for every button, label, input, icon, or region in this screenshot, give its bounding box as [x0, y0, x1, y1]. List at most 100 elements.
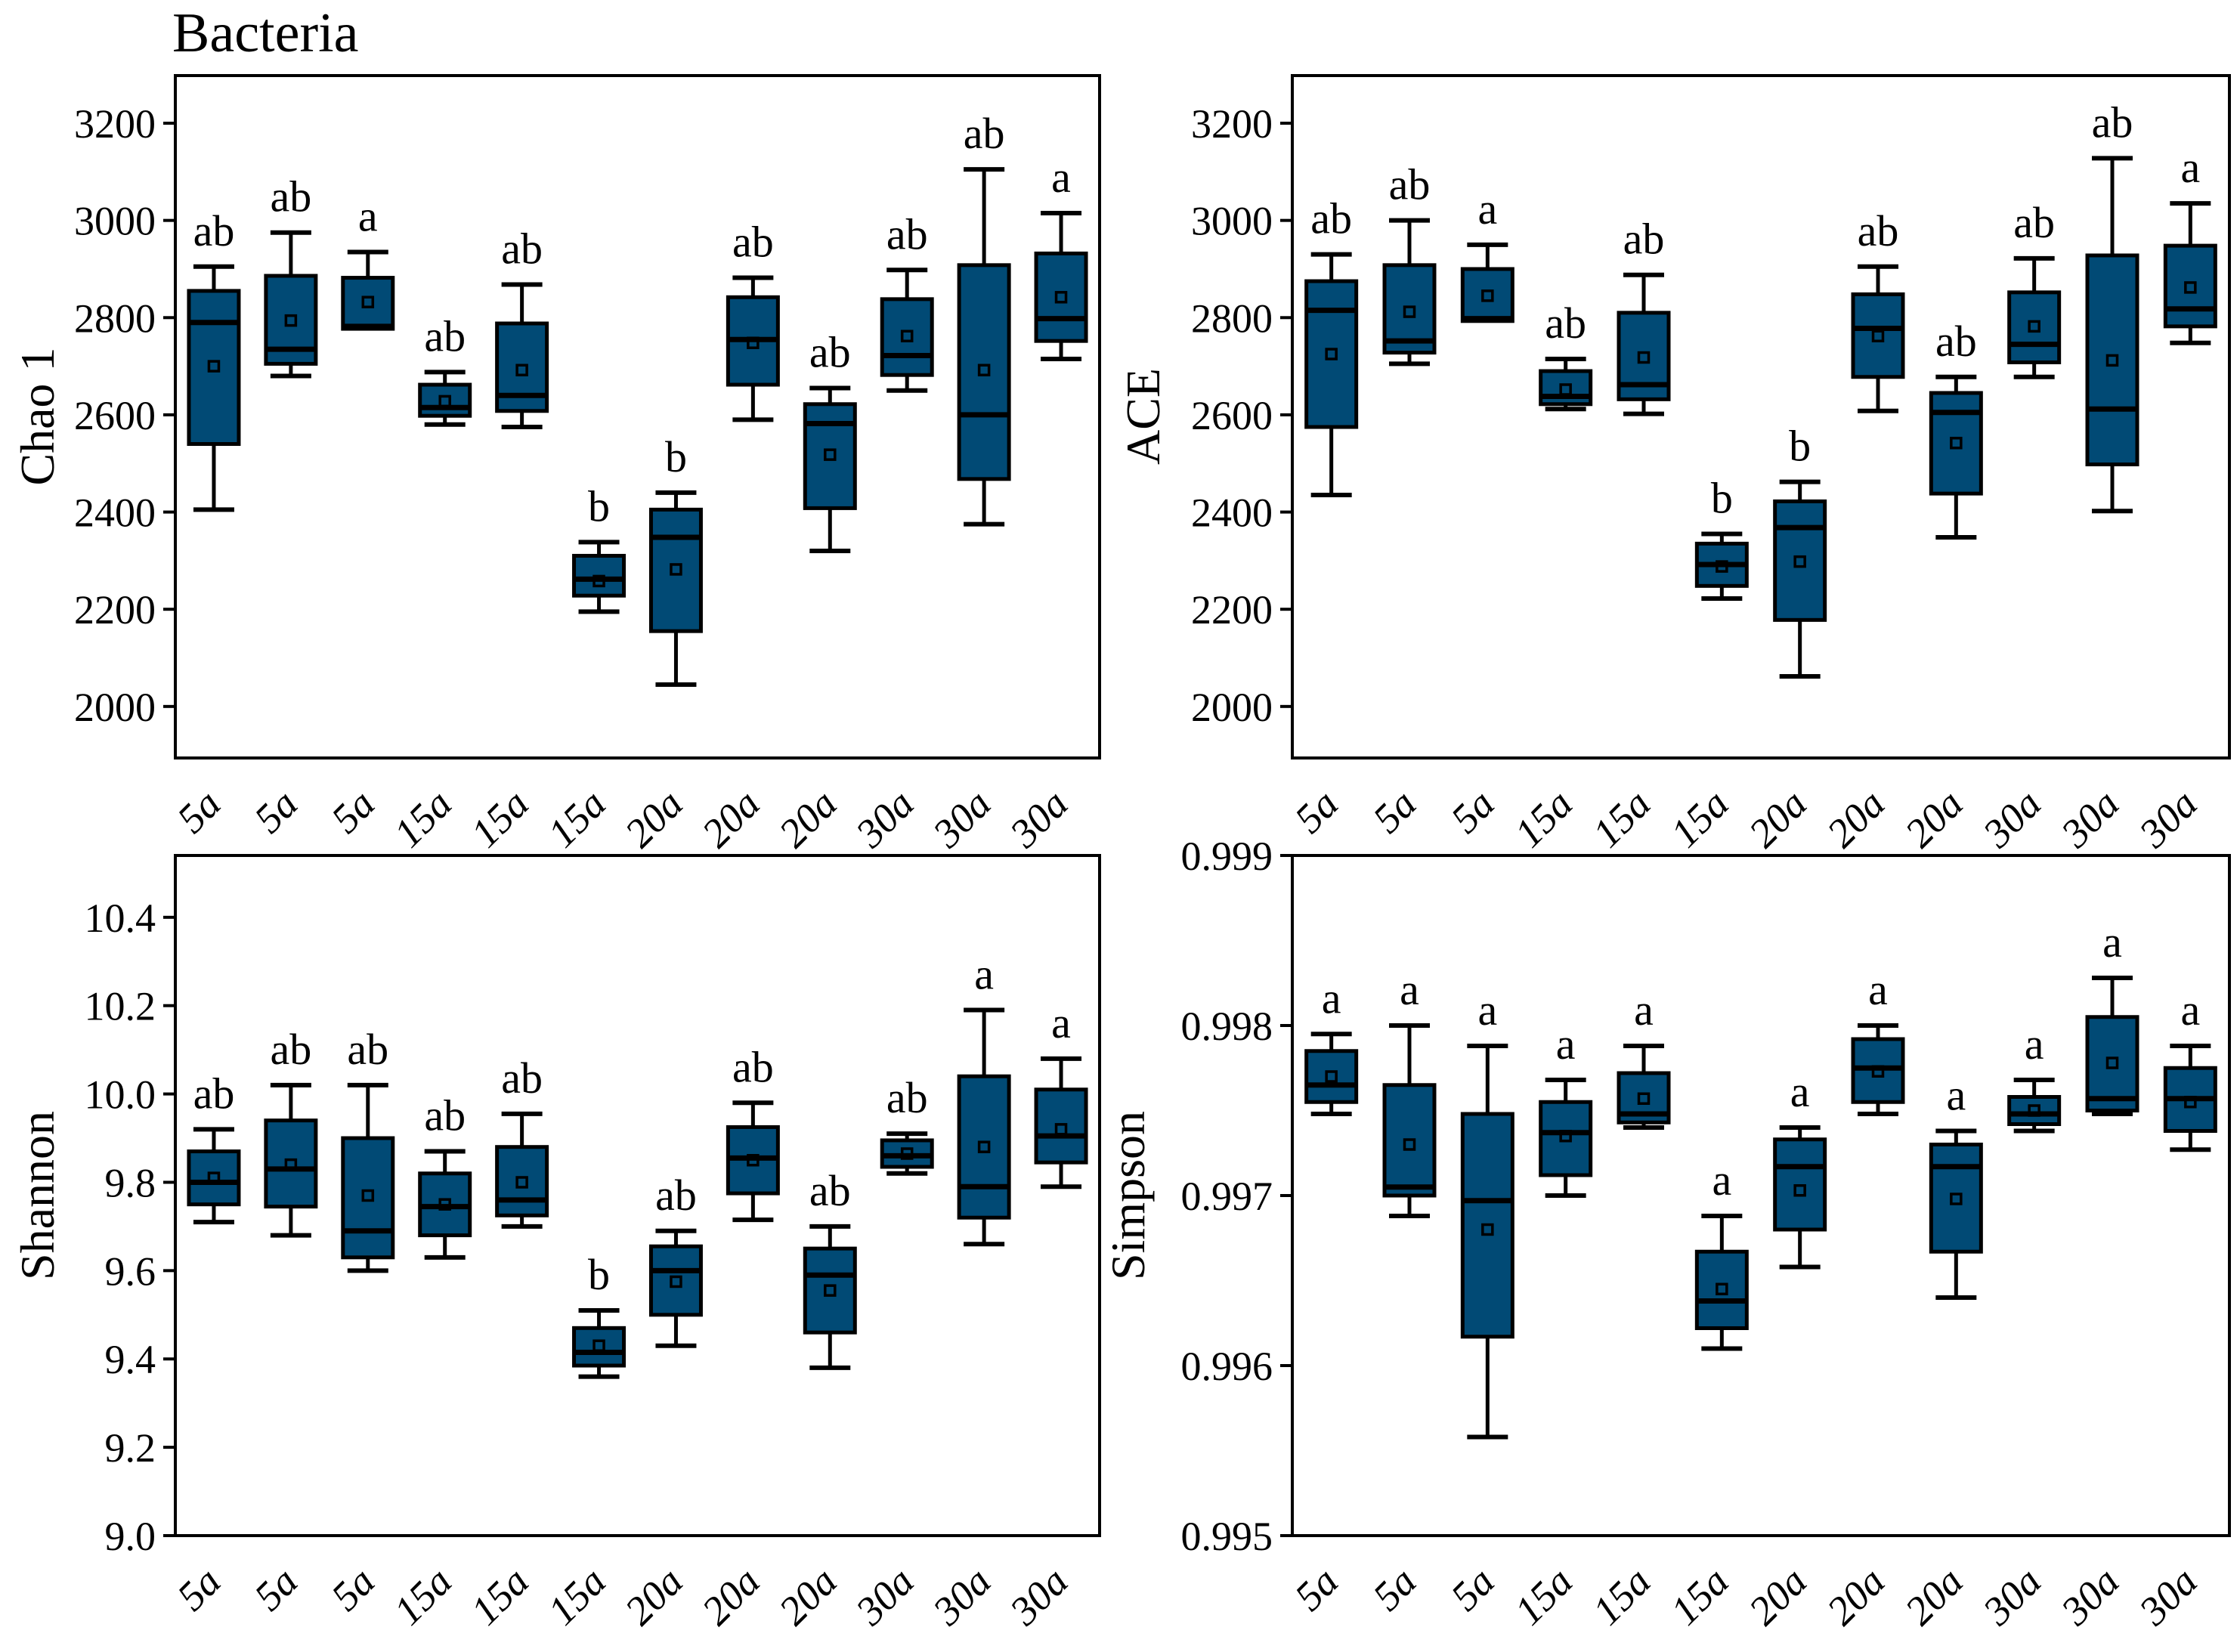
x-tick-label: 30a	[2130, 781, 2205, 856]
sig-letter: a	[1556, 1019, 1576, 1069]
x-tick-label: 5a	[1286, 1558, 1347, 1620]
sig-letter: a	[1712, 1155, 1731, 1205]
x-tick-label: 15a	[385, 781, 460, 856]
box-chao1-8	[803, 402, 857, 510]
sig-letter: a	[1634, 985, 1654, 1035]
sig-letter: a	[2180, 985, 2200, 1035]
mean-marker	[515, 1176, 528, 1189]
box-simpson-10	[2085, 1015, 2139, 1112]
y-tick-label: 3200	[1191, 101, 1273, 147]
mean-marker	[1637, 351, 1651, 364]
mean-marker	[1403, 305, 1416, 318]
sig-letter: a	[1400, 965, 1419, 1014]
sig-letter: a	[974, 950, 994, 999]
x-tick-label: 15a	[462, 1558, 537, 1634]
box-ace-7	[1851, 292, 1905, 379]
mean-marker	[2184, 281, 2197, 294]
sig-letter: ab	[964, 109, 1005, 158]
x-tick-label: 30a	[1974, 781, 2050, 856]
x-tick-label: 15a	[539, 1558, 614, 1634]
sig-letter: ab	[732, 1042, 774, 1091]
box-ace-2	[1460, 267, 1514, 323]
panel-frame-chao1	[174, 74, 1101, 759]
mean-marker	[592, 574, 605, 588]
y-tick-label: 2800	[74, 295, 156, 341]
mean-marker	[207, 1171, 221, 1184]
box-ace-11	[2163, 243, 2217, 329]
x-tick-label: 20a	[770, 1558, 846, 1634]
sig-letter: ab	[271, 1025, 312, 1074]
sig-letter: b	[588, 1250, 610, 1299]
mean-marker	[1054, 291, 1068, 304]
sig-letter: a	[1477, 985, 1497, 1035]
box-chao1-10	[957, 263, 1011, 481]
box-shannon-10	[957, 1074, 1011, 1220]
y-tick-label: 2400	[1191, 490, 1273, 536]
y-tick-label: 9.6	[105, 1248, 156, 1294]
x-tick-label: 5a	[169, 781, 230, 842]
x-tick-label: 20a	[1740, 781, 1815, 856]
sig-letter: b	[1789, 422, 1811, 471]
box-shannon-4	[495, 1145, 549, 1217]
box-shannon-5	[572, 1326, 627, 1368]
ylabel-chao1: Chao 1	[11, 347, 64, 486]
mean-marker	[1950, 436, 1963, 450]
mean-marker	[284, 1158, 298, 1171]
box-simpson-5	[1694, 1249, 1749, 1330]
mean-marker	[438, 1198, 451, 1211]
x-tick-label: 20a	[1818, 1558, 1894, 1634]
sig-letter: ab	[347, 1025, 388, 1074]
x-tick-label: 5a	[323, 781, 384, 842]
x-tick-label: 15a	[462, 781, 537, 856]
box-shannon-1	[264, 1118, 318, 1209]
box-chao1-11	[1034, 251, 1088, 343]
sig-letter: ab	[1858, 206, 1899, 255]
sig-letter: a	[1322, 973, 1341, 1022]
x-tick-label: 20a	[693, 1558, 769, 1634]
mean-marker	[747, 1153, 760, 1167]
y-tick-label: 2600	[74, 393, 156, 438]
x-tick-label: 5a	[1442, 1558, 1503, 1620]
x-tick-label: 30a	[924, 781, 999, 856]
x-tick-label: 15a	[539, 781, 614, 856]
box-ace-3	[1539, 369, 1593, 407]
x-tick-label: 5a	[246, 781, 307, 842]
mean-marker	[2184, 1096, 2197, 1109]
mean-marker	[747, 336, 760, 349]
sig-letter: a	[2025, 1019, 2044, 1069]
box-chao1-6	[648, 507, 703, 633]
sig-letter: ab	[1545, 299, 1586, 348]
sig-letter: b	[1711, 474, 1733, 523]
sig-letter: ab	[732, 218, 774, 267]
x-tick-label: 5a	[1364, 781, 1425, 842]
sig-letter: ab	[501, 1053, 543, 1103]
sig-letter: ab	[809, 328, 851, 377]
y-tick-label: 3200	[74, 101, 156, 147]
x-tick-label: 15a	[1505, 781, 1581, 856]
box-shannon-11	[1034, 1087, 1088, 1165]
mean-marker	[2105, 354, 2119, 367]
mean-marker	[1559, 383, 1572, 396]
mean-marker	[1403, 1138, 1416, 1151]
mean-marker	[1871, 1065, 1885, 1078]
mean-marker	[1481, 1223, 1494, 1236]
mean-marker	[1716, 560, 1728, 573]
y-tick-label: 0.997	[1181, 1174, 1273, 1219]
mean-marker	[592, 1339, 605, 1352]
sig-letter: ab	[193, 1069, 235, 1118]
mean-marker	[824, 1284, 837, 1297]
y-tick-label: 0.996	[1181, 1344, 1273, 1389]
mean-marker	[1793, 555, 1806, 568]
ylabel-shannon: Shannon	[11, 1111, 64, 1280]
mean-marker	[207, 360, 221, 373]
mean-marker	[670, 1275, 682, 1288]
x-tick-label: 20a	[616, 1558, 691, 1634]
x-tick-label: 15a	[1662, 781, 1737, 856]
y-tick-label: 0.995	[1181, 1514, 1273, 1559]
x-tick-label: 30a	[1974, 1558, 2050, 1634]
sig-letter: ab	[655, 1171, 697, 1220]
x-tick-label: 15a	[1584, 1558, 1660, 1634]
x-tick-label: 30a	[2052, 1558, 2127, 1634]
sig-letter: a	[1946, 1071, 1966, 1120]
